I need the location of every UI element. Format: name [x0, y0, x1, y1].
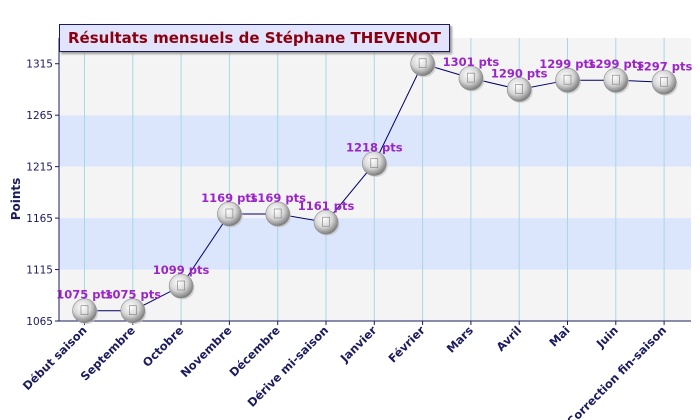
data-point	[410, 51, 435, 77]
y-tick-label: 1315	[26, 59, 53, 71]
data-point-emblem	[129, 305, 137, 316]
y-tick-label: 1265	[26, 110, 53, 122]
data-label: 1169 pts	[249, 191, 306, 205]
data-label: 1161 pts	[298, 199, 355, 213]
data-point-emblem	[322, 216, 330, 227]
x-tick-label: Mai	[546, 323, 572, 349]
x-tick-label: Dérive mi-saison	[245, 323, 332, 410]
data-point	[120, 298, 146, 324]
y-tick-label: 1115	[26, 265, 53, 277]
data-label: 1075 pts	[56, 288, 113, 302]
data-label: 1299 pts	[588, 57, 645, 71]
data-point	[72, 298, 97, 324]
data-label: 1290 pts	[491, 66, 548, 80]
data-point-emblem	[418, 58, 427, 69]
data-label: 1075 pts	[105, 288, 162, 302]
data-point-emblem	[370, 158, 379, 168]
data-point-emblem	[467, 72, 475, 83]
data-point-emblem	[225, 208, 234, 219]
data-point-emblem	[177, 280, 185, 291]
data-point	[168, 273, 194, 299]
data-point-emblem	[515, 84, 524, 94]
x-tick-label: Février	[385, 323, 427, 365]
chart-title-box: Résultats mensuels de Stéphane THEVENOT	[59, 24, 450, 52]
data-point	[603, 67, 629, 93]
data-label: 1218 pts	[346, 141, 403, 155]
data-point	[313, 209, 339, 235]
x-tick-label: Octobre	[140, 323, 187, 370]
data-label: 1301 pts	[443, 55, 500, 69]
data-point	[651, 69, 677, 95]
x-tick-label: Avril	[494, 323, 525, 354]
y-tick-label: 1215	[26, 162, 53, 174]
data-label: 1297 pts	[636, 59, 693, 73]
data-point-emblem	[80, 305, 89, 316]
x-tick-label: Correction fin-saison	[564, 323, 669, 420]
x-tick-label: Début saison	[20, 323, 90, 393]
chart-title: Résultats mensuels de Stéphane THEVENOT	[68, 29, 441, 47]
data-point	[555, 67, 580, 93]
data-point	[361, 151, 387, 176]
data-label: 1099 pts	[153, 263, 210, 277]
data-point-emblem	[611, 74, 620, 85]
x-tick-label: Janvier	[337, 323, 380, 366]
y-axis-label: Points	[9, 177, 23, 221]
data-point	[265, 201, 291, 227]
x-tick-label: Novembre	[178, 323, 235, 380]
x-tick-label: Juin	[593, 323, 621, 351]
y-tick-label: 1165	[26, 213, 53, 225]
data-label: 1299 pts	[539, 57, 596, 71]
data-point-emblem	[273, 208, 282, 219]
data-point	[506, 77, 532, 102]
y-tick-label: 1065	[26, 316, 53, 328]
background-band	[59, 63, 691, 116]
data-label: 1169 pts	[201, 191, 258, 205]
background-band	[59, 218, 691, 270]
background-band	[59, 269, 691, 321]
data-point	[217, 201, 242, 227]
data-point-emblem	[660, 76, 668, 87]
data-point	[458, 65, 484, 91]
x-tick-label: Mars	[444, 323, 476, 355]
data-point-emblem	[563, 74, 572, 85]
